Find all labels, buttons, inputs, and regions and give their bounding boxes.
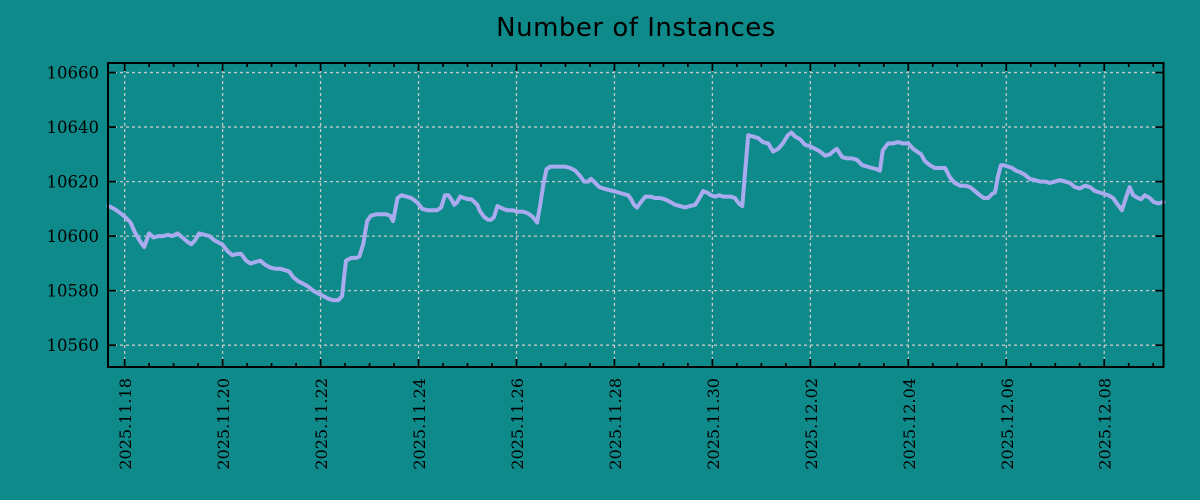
x-tick-label: 2025.11.28 [606, 378, 625, 470]
x-tick-label: 2025.12.08 [1096, 378, 1115, 470]
x-tick-label: 2025.12.02 [802, 378, 821, 470]
y-tick-label: 10660 [47, 64, 100, 83]
plot-border [107, 62, 1165, 368]
x-tick-label: 2025.11.26 [508, 378, 527, 470]
y-tick-label: 10620 [47, 173, 100, 192]
y-tick-label: 10640 [47, 118, 100, 137]
x-tick-label: 2025.12.04 [900, 378, 919, 470]
x-tick-label: 2025.11.30 [704, 378, 723, 470]
y-tick-label: 10580 [47, 282, 100, 301]
x-tick-label: 2025.11.22 [312, 378, 331, 470]
y-tick-label: 10600 [47, 227, 100, 246]
y-tick-label: 10560 [47, 336, 100, 355]
x-tick-label: 2025.11.20 [214, 378, 233, 470]
series-line-instances [106, 130, 1166, 303]
chart-title: Number of Instances [496, 13, 776, 43]
x-tick-label: 2025.11.18 [116, 378, 135, 470]
x-tick-label: 2025.12.06 [998, 378, 1017, 470]
x-tick-label: 2025.11.24 [410, 378, 429, 470]
